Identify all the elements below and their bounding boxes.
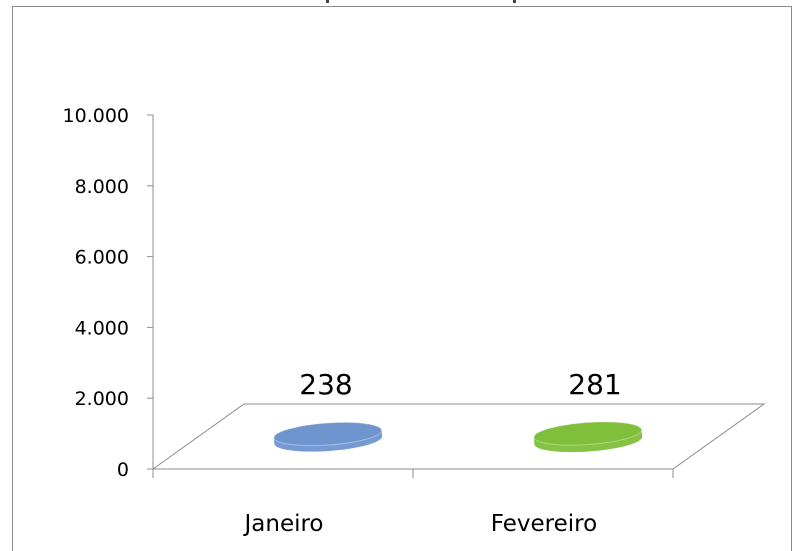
chart-floor	[151, 403, 766, 470]
chart-frame	[12, 6, 792, 551]
bar-janeiro	[273, 421, 383, 452]
y-axis-ticks: 0 2.000 4.000 6.000 8.000 10.000	[63, 105, 153, 481]
data-label-janeiro: 238	[299, 368, 352, 401]
y-tick-label: 10.000	[63, 105, 129, 127]
y-tick-label: 2.000	[75, 388, 129, 410]
data-label-fevereiro: 281	[568, 368, 621, 401]
y-tick-label: 4.000	[75, 317, 129, 339]
x-axis-labels: Janeiro Fevereiro	[242, 511, 597, 537]
y-tick-label: 6.000	[75, 247, 129, 269]
bars	[273, 421, 643, 453]
bar-top	[273, 421, 383, 447]
x-tick-label-janeiro: Janeiro	[242, 511, 323, 537]
data-labels: 238 281	[299, 368, 621, 401]
y-tick-label: 8.000	[75, 176, 129, 198]
y-tick-label: 0	[117, 459, 129, 481]
bar-fevereiro	[533, 421, 643, 453]
top-fragment	[326, 0, 516, 3]
bar-top	[533, 421, 643, 446]
x-tick-label-fevereiro: Fevereiro	[491, 511, 597, 537]
